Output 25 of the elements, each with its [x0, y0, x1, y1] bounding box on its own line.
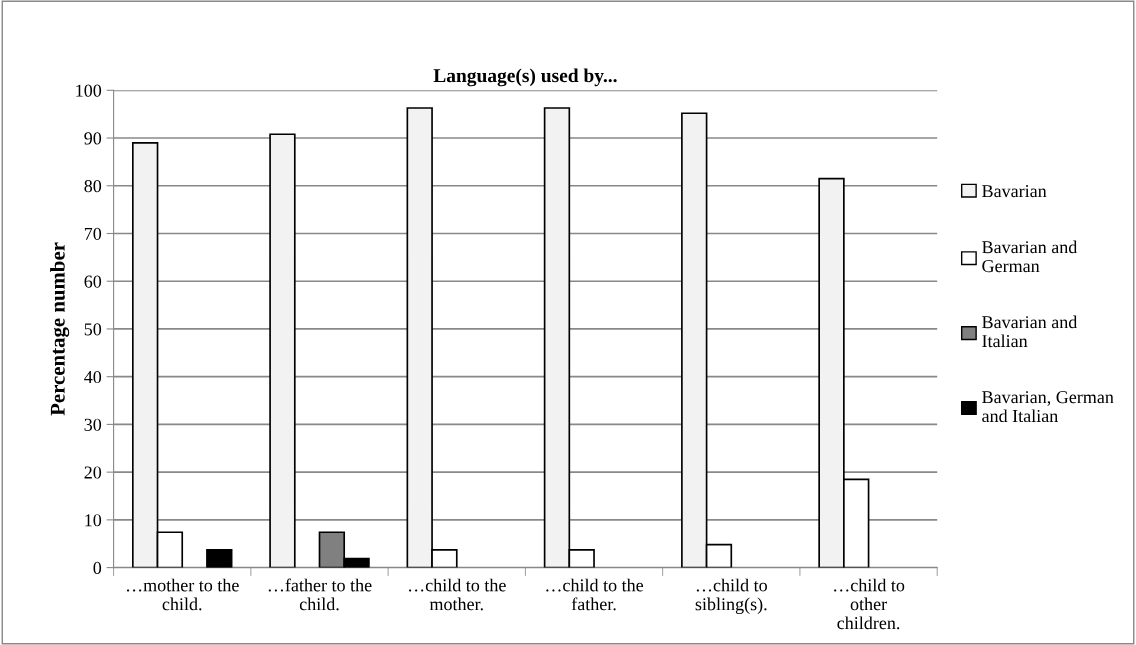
y-tick-label: 60	[84, 275, 102, 288]
y-tick-label: 100	[76, 84, 102, 97]
y-tick-label: 20	[84, 466, 102, 479]
legend-label: Bavarian	[982, 185, 1047, 198]
x-tick-label: …child to the father.	[546, 578, 644, 611]
legend-label: Bavarian and German	[982, 240, 1078, 273]
legend-label: Bavarian, German and Italian	[982, 391, 1114, 423]
x-tick-label: …child to sibling(s).	[695, 578, 767, 615]
y-tick-label: 90	[84, 132, 102, 145]
y-tick-label: 30	[84, 418, 102, 431]
y-tick-label: 50	[84, 323, 102, 336]
x-tick-label: …child to the mother.	[409, 578, 506, 611]
y-axis-title: Percentage number	[50, 242, 70, 416]
y-tick-label: 0	[93, 561, 102, 575]
x-tick-label: …mother to the child.	[126, 578, 239, 611]
legend-label: Bavarian and Italian	[982, 315, 1078, 348]
y-tick-label: 70	[84, 227, 102, 240]
x-tick-label: …child to other children.	[834, 578, 905, 630]
x-tick-label: …father to the child.	[268, 578, 372, 611]
y-tick-label: 80	[84, 180, 102, 193]
y-tick-label: 40	[84, 370, 102, 384]
y-tick-label: 10	[85, 514, 102, 527]
chart-title: Language(s) used by...	[433, 68, 617, 87]
bar	[206, 549, 233, 568]
bar	[269, 133, 296, 568]
